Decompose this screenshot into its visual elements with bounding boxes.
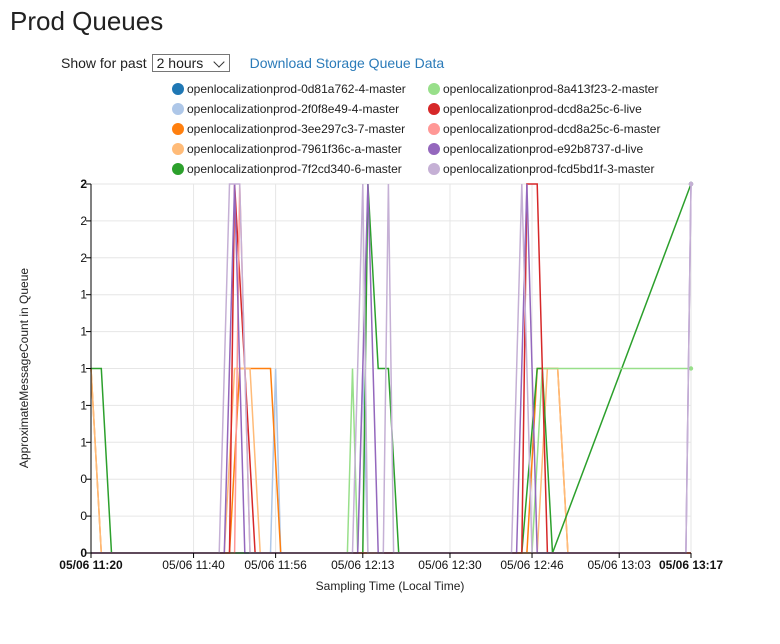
show-for-past-label: Show for past: [61, 55, 147, 71]
legend-item[interactable]: openlocalizationprod-e92b8737-d-live: [428, 141, 684, 157]
x-tick-label: 05/06 12:13: [331, 558, 395, 572]
legend-swatch: [428, 143, 440, 155]
x-tick-label: 05/06 11:40: [162, 558, 225, 572]
legend-label: openlocalizationprod-0d81a762-4-master: [187, 82, 406, 96]
page-title: Prod Queues: [10, 6, 164, 36]
legend-label: openlocalizationprod-7f2cd340-6-master: [187, 162, 402, 176]
time-range-select[interactable]: 2 hours: [151, 54, 230, 72]
legend-swatch: [172, 83, 184, 95]
y-tick-label: 2: [80, 214, 87, 228]
x-tick-label: 05/06 11:20: [59, 558, 123, 572]
x-tick-label: 05/06 11:56: [244, 558, 307, 572]
legend-item[interactable]: openlocalizationprod-7961f36c-a-master: [172, 141, 428, 157]
y-tick-label: 1: [80, 325, 87, 339]
y-tick-label: 1: [80, 362, 87, 376]
legend-swatch: [428, 163, 440, 175]
legend-item[interactable]: openlocalizationprod-3ee297c3-7-master: [172, 121, 428, 137]
chart-legend: openlocalizationprod-0d81a762-4-master op…: [172, 81, 692, 177]
legend-swatch: [172, 123, 184, 135]
series-end-point: [688, 181, 694, 187]
y-tick-label: 0: [80, 509, 87, 523]
legend-label: openlocalizationprod-e92b8737-d-live: [443, 142, 644, 156]
y-tick-label: 0: [80, 546, 87, 560]
series-lines: [90, 181, 694, 554]
time-range-value: 2 hours: [156, 55, 204, 71]
legend-label: openlocalizationprod-2f0f8e49-4-master: [187, 102, 400, 116]
y-tick-label: 2: [80, 177, 87, 191]
x-tick-label: 05/06 13:17: [659, 558, 723, 572]
y-tick-label: 1: [80, 398, 87, 412]
legend-item[interactable]: openlocalizationprod-0d81a762-4-master: [172, 81, 428, 97]
y-axis-title: ApproximateMessageCount in Queue: [17, 268, 31, 468]
legend-swatch: [428, 83, 440, 95]
legend-item[interactable]: openlocalizationprod-7f2cd340-6-master: [172, 161, 428, 177]
legend-label: openlocalizationprod-8a413f23-2-master: [443, 82, 659, 96]
legend-item[interactable]: openlocalizationprod-dcd8a25c-6-live: [428, 101, 684, 117]
legend-label: openlocalizationprod-3ee297c3-7-master: [187, 122, 406, 136]
legend-swatch: [428, 123, 440, 135]
legend-swatch: [172, 103, 184, 115]
axes: 0 0 0 1 1 1 1 1 2 2 2 05/06 11:20 05/06 11:40 05/06 1…: [59, 177, 723, 572]
legend-item[interactable]: openlocalizationprod-2f0f8e49-4-master: [172, 101, 428, 117]
legend-swatch: [428, 103, 440, 115]
legend-label: openlocalizationprod-7961f36c-a-master: [187, 142, 402, 156]
x-axis-title: Sampling Time (Local Time): [316, 579, 465, 593]
legend-label: openlocalizationprod-dcd8a25c-6-master: [443, 122, 661, 136]
x-tick-label: 05/06 12:46: [500, 558, 564, 572]
y-tick-label: 1: [80, 435, 87, 449]
y-tick-label: 0: [80, 472, 87, 486]
download-queue-data-link[interactable]: Download Storage Queue Data: [249, 55, 445, 71]
x-tick-label: 05/06 12:30: [418, 558, 482, 572]
x-tick-label: 05/06 13:03: [588, 558, 652, 572]
legend-swatch: [172, 143, 184, 155]
legend-item[interactable]: openlocalizationprod-fcd5bd1f-3-master: [428, 161, 684, 177]
legend-label: openlocalizationprod-dcd8a25c-6-live: [443, 102, 642, 116]
y-tick-label: 2: [80, 251, 87, 265]
legend-item[interactable]: openlocalizationprod-dcd8a25c-6-master: [428, 121, 684, 137]
legend-label: openlocalizationprod-fcd5bd1f-3-master: [443, 162, 655, 176]
controls-bar: Show for past 2 hours Download Storage Q…: [61, 54, 444, 72]
series-end-point: [688, 366, 694, 371]
legend-swatch: [172, 163, 184, 175]
legend-item[interactable]: openlocalizationprod-8a413f23-2-master: [428, 81, 684, 97]
y-tick-label: 1: [80, 288, 87, 302]
